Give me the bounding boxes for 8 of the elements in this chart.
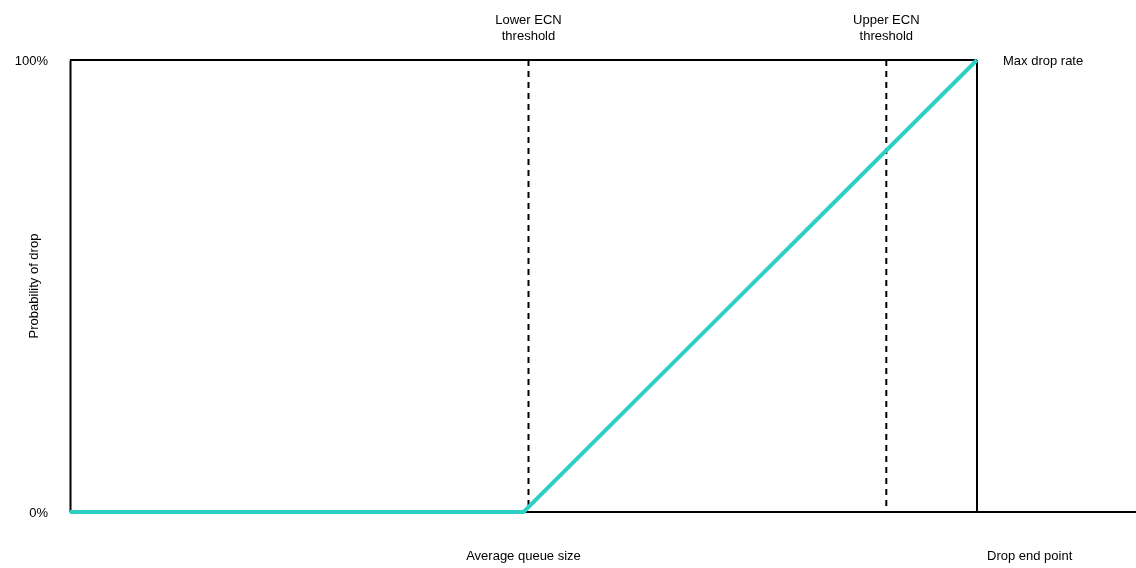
y-tick-label: 0% xyxy=(29,504,49,520)
y-axis-title: Probability of drop xyxy=(26,233,41,339)
text: Drop end point xyxy=(987,548,1073,563)
text: Upper ECN threshold xyxy=(853,12,920,43)
y-tick-label: 100% xyxy=(14,52,49,68)
ref-line-label: Max drop rate xyxy=(1003,53,1084,68)
text: Lower ECN threshold xyxy=(495,12,562,43)
x-axis-title: Average queue size xyxy=(466,548,581,563)
